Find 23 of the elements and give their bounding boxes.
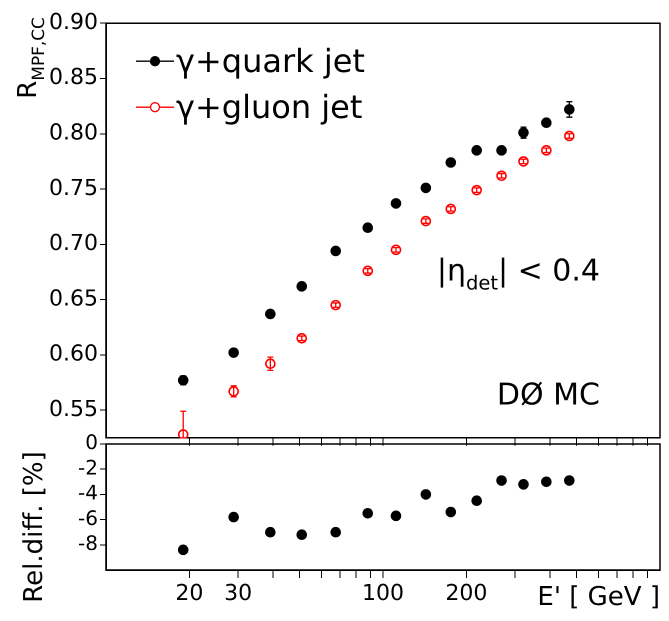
y-tick-label: 0.70 xyxy=(49,231,98,256)
y-tick-label: 0.65 xyxy=(49,286,98,312)
y-tick-label: -4 xyxy=(78,480,98,505)
y-tick-label: 0.75 xyxy=(49,176,98,201)
y-tick-label: -2 xyxy=(78,455,98,480)
y-tick-label: 0.85 xyxy=(49,65,98,90)
x-tick-label: 200 xyxy=(445,580,488,606)
legend-label: γ+gluon jet xyxy=(176,88,362,126)
y-tick-label: 0 xyxy=(85,430,98,454)
y-axis-title: Rel.diff. [%] xyxy=(19,451,49,603)
y-tick-label: 0.60 xyxy=(49,342,98,367)
x-tick-label: 30 xyxy=(224,580,252,606)
y-tick-label: -8 xyxy=(78,531,98,556)
y-tick-label: -6 xyxy=(78,506,98,530)
x-tick-label: 20 xyxy=(175,580,204,606)
y-axis-title: RMPF,CC xyxy=(13,17,48,99)
x-tick-label: 100 xyxy=(362,580,404,606)
legend-label: γ+quark jet xyxy=(176,42,365,80)
y-tick-label: 0.55 xyxy=(49,396,98,422)
annotation: DØ MC xyxy=(496,378,600,413)
x-axis-title: E' [ GeV ] xyxy=(537,582,660,612)
y-tick-label: 0.90 xyxy=(49,10,98,35)
y-tick-label: 0.80 xyxy=(49,120,98,146)
